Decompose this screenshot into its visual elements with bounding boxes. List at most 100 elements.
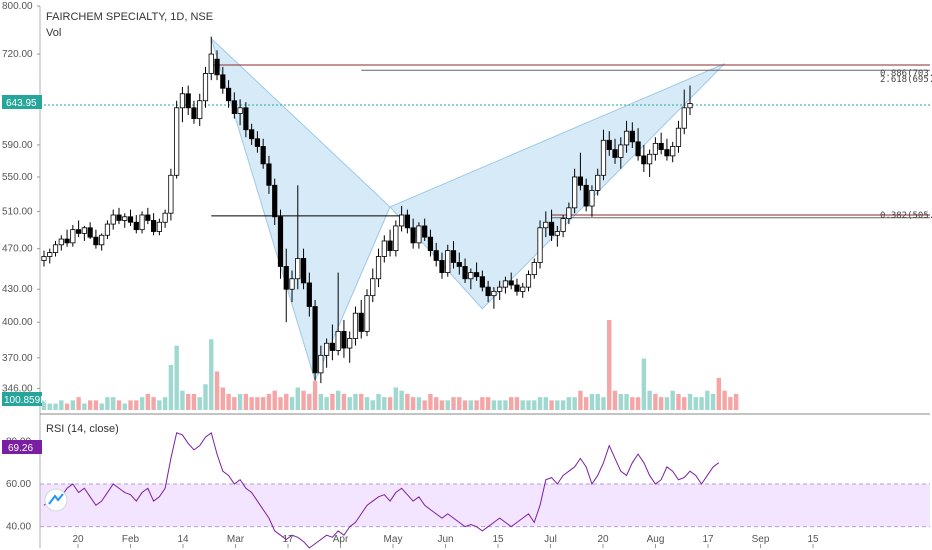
volume-bar: [307, 393, 312, 410]
candle-body: [647, 153, 653, 165]
candle-body: [202, 73, 209, 102]
volume-bar: [428, 393, 433, 410]
candle-body: [635, 141, 641, 157]
x-tick-label: Sep: [752, 534, 770, 545]
volume-bar: [237, 393, 243, 410]
volume-bar: [503, 400, 508, 410]
price-badge-text: 643.95: [6, 98, 37, 109]
x-tick-label: 17: [282, 534, 294, 545]
candle-body: [560, 218, 566, 232]
candle-body: [618, 144, 624, 158]
pattern-xab: [210, 36, 391, 383]
volume-bar: [589, 393, 595, 410]
candle-body: [641, 155, 647, 165]
candle-body: [249, 129, 255, 140]
candle-body: [150, 220, 157, 232]
price-tick-label: 470.00: [2, 244, 33, 255]
volume-bar: [359, 393, 364, 410]
volume-bar: [728, 397, 733, 410]
volume-bar: [462, 400, 468, 410]
volume-bar: [682, 397, 687, 410]
volume-bar: [47, 403, 52, 410]
rsi-tick-label: 60.00: [6, 479, 31, 490]
volume-bar: [434, 397, 439, 410]
volume-bar: [128, 400, 133, 410]
candle-body: [127, 216, 134, 223]
volume-badge-text: 100.859K: [4, 395, 47, 406]
candle-body: [156, 221, 162, 232]
fib-label-upper-2: 2.618(695.06): [880, 75, 932, 85]
volume-bar: [278, 397, 283, 410]
candle-body: [237, 107, 243, 114]
volume-bar: [410, 397, 416, 410]
candle-body: [468, 272, 474, 280]
volume-bar: [197, 397, 202, 410]
x-tick-label: Jun: [437, 534, 453, 545]
volume-bar: [347, 397, 352, 410]
volume-bar: [699, 397, 704, 410]
candle-body: [104, 223, 111, 236]
volume-bar: [116, 400, 122, 410]
volume-bar: [537, 397, 543, 410]
volume-bar: [716, 377, 722, 410]
volume-bar: [457, 397, 462, 410]
volume-bar: [382, 397, 387, 410]
volume-bar: [226, 393, 231, 410]
candle-body: [439, 260, 445, 273]
candle-body: [606, 139, 612, 150]
candle-body: [272, 184, 278, 218]
candle-body: [220, 74, 226, 89]
volume-bar: [705, 390, 710, 410]
candle-body: [462, 266, 468, 280]
candle-body: [497, 286, 503, 292]
candle-body: [675, 127, 682, 147]
volume-bar: [232, 397, 237, 410]
candle-body: [300, 258, 307, 284]
volume-bar: [583, 397, 589, 410]
price-tick-label: 510.00: [2, 206, 33, 217]
volume-bar: [376, 393, 381, 410]
volume-bar: [168, 365, 174, 410]
candle-body: [289, 278, 295, 290]
volume-bar: [572, 397, 577, 410]
volume-bar: [64, 403, 70, 410]
candle-body: [508, 280, 514, 286]
candle-body: [52, 244, 59, 253]
candle-body: [479, 276, 485, 288]
candle-body: [404, 214, 410, 229]
volume-bar: [41, 400, 47, 410]
candle-body: [139, 214, 145, 231]
rsi-line: [43, 431, 720, 549]
candle-body: [145, 214, 151, 221]
candle-body: [502, 280, 509, 288]
candle-body: [583, 184, 589, 207]
volume-bar: [341, 393, 347, 410]
candle-body: [687, 103, 693, 109]
volume-bar: [266, 393, 272, 410]
candle-body: [306, 282, 312, 307]
volume-bar: [664, 397, 670, 410]
volume-bar: [451, 397, 456, 410]
volume-bar: [676, 393, 681, 410]
price-tick-label: 370.00: [2, 353, 33, 364]
candle-body: [399, 214, 405, 227]
x-tick-label: Jul: [544, 534, 557, 545]
volume-bar: [87, 400, 93, 410]
volume-bar: [612, 390, 618, 410]
candle-body: [548, 221, 555, 236]
candle-body: [277, 216, 284, 267]
volume-bar: [445, 400, 450, 410]
volume-bar: [595, 393, 600, 410]
volume-bar: [722, 390, 727, 410]
volume-bar: [630, 397, 635, 410]
x-tick-label: 20: [72, 534, 84, 545]
candle-body: [681, 107, 687, 129]
volume-badge: [2, 392, 42, 406]
volume-bar: [422, 400, 427, 410]
volume-bar: [485, 397, 491, 410]
volume-bar: [185, 393, 191, 410]
candle-body: [525, 274, 532, 288]
tradingview-logo[interactable]: [44, 488, 68, 512]
candle-body: [450, 250, 457, 263]
fib-label-upper: 0.886(703.23): [880, 69, 932, 79]
